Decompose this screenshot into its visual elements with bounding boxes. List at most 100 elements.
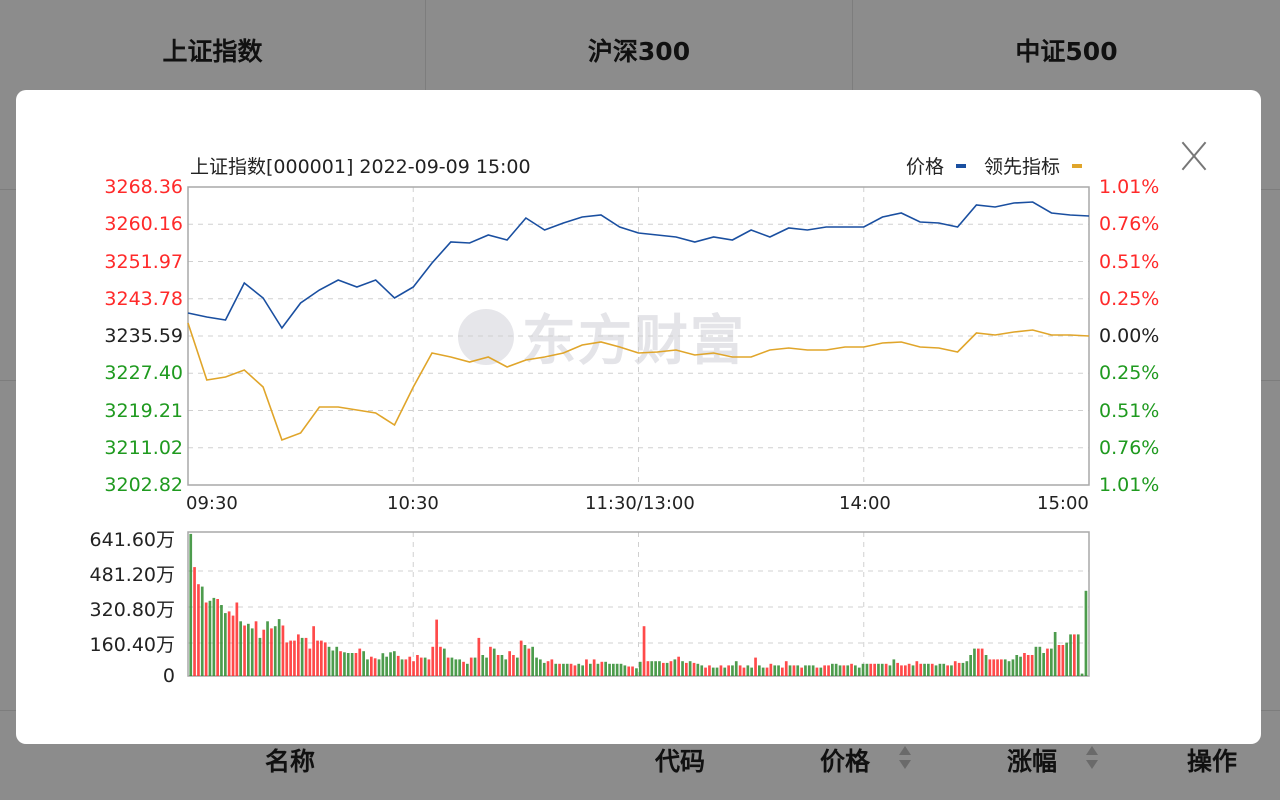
volume-bar (884, 663, 888, 676)
volume-bar (907, 663, 911, 676)
volume-bar (1015, 655, 1019, 676)
volume-bar (308, 648, 312, 676)
volume-bar (865, 663, 869, 676)
volume-bar (1023, 653, 1026, 676)
volume-bar (216, 599, 219, 676)
volume-bar (512, 655, 515, 676)
volume-bar (1080, 673, 1084, 676)
percent-axis-label: 1.01% (1099, 474, 1160, 496)
volume-bar (892, 659, 896, 676)
volume-axis-label: 481.20万 (89, 564, 175, 587)
volume-bar (1030, 655, 1034, 676)
volume-bar (677, 656, 680, 676)
volume-bar (788, 665, 792, 676)
volume-bar (485, 657, 488, 676)
volume-bar (704, 667, 707, 676)
volume-bar (531, 646, 534, 676)
volume-bar (316, 640, 319, 676)
price-line (187, 201, 1090, 330)
index-name: 上证指数 (162, 37, 263, 66)
volume-bar (535, 657, 538, 676)
volume-bar (300, 637, 304, 676)
volume-bar (877, 663, 880, 676)
volume-bar (523, 645, 527, 676)
volume-bar (519, 640, 523, 676)
volume-bar (231, 615, 235, 676)
volume-bar (896, 662, 899, 676)
volume-bar (804, 665, 807, 676)
volume-bar (1042, 653, 1045, 676)
volume-bar (320, 640, 323, 676)
volume-bar (396, 655, 400, 676)
volume-bar (504, 659, 508, 676)
volume-bar (446, 657, 450, 676)
volume-bar (385, 656, 388, 676)
volume-bar (562, 663, 565, 676)
volume-bar (496, 655, 500, 676)
volume-bar (665, 662, 669, 676)
volume-bar (669, 661, 673, 676)
volume-bar (596, 663, 600, 676)
volume-bar (281, 625, 285, 676)
volume-bar (354, 653, 358, 676)
volume-axis-label: 160.40万 (89, 634, 175, 657)
volume-bar (554, 663, 558, 676)
volume-bar (838, 665, 842, 676)
volume-bar (546, 661, 550, 676)
sort-change-icon[interactable] (1085, 744, 1099, 772)
volume-bar (346, 653, 350, 676)
percent-axis-label: 0.76% (1099, 213, 1160, 236)
volume-bar (827, 665, 830, 676)
volume-bar (343, 652, 346, 676)
chart-legend: 价格 领先指标 (906, 152, 1082, 179)
volume-bar (573, 665, 577, 676)
volume-bar (934, 665, 938, 676)
volume-bar (412, 661, 415, 676)
price-axis-label: 3211.02 (104, 436, 183, 459)
volume-bar (500, 655, 504, 676)
volume-bar (1065, 642, 1068, 676)
time-axis-label: 10:30 (387, 493, 439, 514)
column-header-price[interactable]: 价格 (820, 747, 871, 776)
volume-bar (1000, 659, 1003, 676)
volume-bar (439, 646, 442, 676)
column-header-change[interactable]: 涨幅 (1007, 747, 1058, 776)
volume-bar (1069, 634, 1072, 676)
volume-bar (984, 655, 988, 676)
volume-bar (1007, 661, 1011, 676)
volume-bar (957, 662, 961, 676)
index-card-zz500[interactable]: 中证500 (853, 0, 1280, 190)
volume-bar (930, 663, 934, 676)
volume-bar (393, 651, 396, 676)
sort-price-icon[interactable] (898, 744, 912, 772)
volume-bar (700, 665, 704, 676)
volume-bar (443, 648, 446, 676)
volume-bar (335, 646, 339, 676)
volume-bar (435, 619, 438, 676)
volume-bar (873, 663, 876, 676)
volume-bar (224, 613, 227, 676)
volume-bar (197, 584, 200, 676)
volume-bar (969, 655, 972, 676)
volume-bar (765, 667, 769, 676)
volume-bar (323, 642, 327, 676)
volume-bar (581, 665, 584, 676)
column-header-action: 操作 (1187, 747, 1238, 776)
time-axis-label: 15:00 (1037, 493, 1089, 514)
volume-bar (1053, 632, 1057, 676)
volume-bar (1046, 648, 1049, 676)
volume-bar (615, 663, 619, 676)
volume-bar (262, 629, 266, 676)
volume-bar (685, 662, 688, 676)
volume-bar (623, 665, 627, 676)
legend-leading-label: 领先指标 (983, 156, 1060, 178)
price-axis-label: 3268.36 (104, 176, 183, 198)
volume-bar (811, 665, 815, 676)
volume-bar (481, 655, 485, 676)
volume-bar (539, 659, 542, 676)
volume-bar (992, 659, 996, 676)
volume-bar (462, 661, 465, 676)
percent-axis-label: 0.00% (1099, 325, 1160, 347)
volume-bar (427, 659, 431, 676)
volume-bar (719, 665, 723, 676)
